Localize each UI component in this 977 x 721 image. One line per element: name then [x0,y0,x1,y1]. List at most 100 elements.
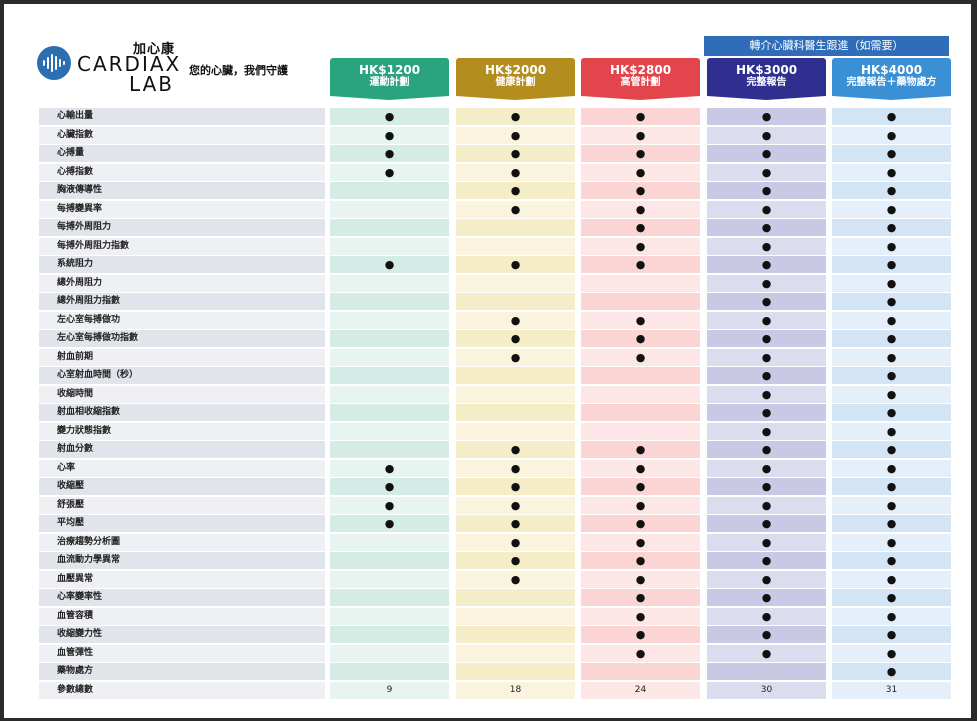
included-dot-icon: ● [707,589,826,606]
pricing-sheet: 加心康 CARDIAX LAB 您的心臟，我們守護 轉介心臟科醫生跟進（如需要）… [4,4,971,718]
included-dot-icon: ● [581,145,700,162]
included-dot-icon: ● [832,219,951,236]
table-row: 左心室每搏做功指數 ● ● ● ● [39,330,951,347]
empty-cell [330,626,449,643]
parameter-label: 每搏變異率 [39,200,325,218]
included-dot-icon: ● [707,644,826,662]
included-dot-icon: ● [456,145,575,162]
empty-cell [330,570,449,588]
included-dot-icon: ● [581,589,700,606]
parameter-label: 總外周阻力 [39,274,325,292]
table-row: 每搏外周阻力指數 ● ● ● [39,237,951,255]
empty-cell [456,274,575,292]
included-dot-icon: ● [832,200,951,218]
parameter-label: 心輸出量 [39,108,325,125]
included-dot-icon: ● [832,145,951,162]
total-count: 18 [456,681,575,699]
included-dot-icon: ● [707,145,826,162]
included-dot-icon: ● [832,385,951,403]
included-dot-icon: ● [456,163,575,181]
total-count: 31 [832,681,951,699]
included-dot-icon: ● [832,515,951,532]
heartbeat-wave-icon [37,46,71,80]
included-dot-icon: ● [581,348,700,366]
parameter-label: 參數總數 [39,681,325,699]
included-dot-icon: ● [456,126,575,144]
parameter-label: 左心室每搏做功指數 [39,330,325,347]
parameter-label: 心率變率性 [39,589,325,606]
parameter-label: 收縮時間 [39,385,325,403]
included-dot-icon: ● [707,478,826,495]
included-dot-icon: ● [581,552,700,569]
included-dot-icon: ● [330,515,449,532]
parameter-label: 射血分數 [39,441,325,458]
included-dot-icon: ● [456,570,575,588]
empty-cell [581,367,700,384]
cardiax-lab-logo: 加心康 CARDIAX LAB [37,38,179,98]
included-dot-icon: ● [707,515,826,532]
included-dot-icon: ● [832,496,951,514]
included-dot-icon: ● [581,126,700,144]
table-row: 總外周阻力指數 ● ● [39,293,951,310]
included-dot-icon: ● [832,330,951,347]
parameter-label: 血壓異常 [39,570,325,588]
empty-cell [456,237,575,255]
included-dot-icon: ● [581,644,700,662]
empty-cell [581,385,700,403]
included-dot-icon: ● [707,330,826,347]
included-dot-icon: ● [456,108,575,125]
empty-cell [456,663,575,680]
empty-cell [330,200,449,218]
empty-cell [330,404,449,421]
included-dot-icon: ● [707,459,826,477]
included-dot-icon: ● [330,496,449,514]
included-dot-icon: ● [707,367,826,384]
included-dot-icon: ● [707,256,826,273]
included-dot-icon: ● [330,108,449,125]
included-dot-icon: ● [707,570,826,588]
parameter-label: 每搏外周阻力 [39,219,325,236]
plan-header: HK$3000 完整報告 [707,58,826,100]
brand-name-chinese: 加心康 [133,42,176,57]
empty-cell [330,644,449,662]
table-row: 收縮時間 ● ● [39,385,951,403]
empty-cell [456,404,575,421]
included-dot-icon: ● [832,441,951,458]
empty-cell [581,404,700,421]
included-dot-icon: ● [581,515,700,532]
parameter-label: 心搏量 [39,145,325,162]
included-dot-icon: ● [707,126,826,144]
empty-cell [456,644,575,662]
included-dot-icon: ● [581,182,700,199]
included-dot-icon: ● [707,237,826,255]
plan-price: HK$4000 [860,63,923,77]
total-count: 24 [581,681,700,699]
parameter-label: 藥物處方 [39,663,325,680]
included-dot-icon: ● [832,607,951,625]
empty-cell [330,237,449,255]
table-row: 心率變率性 ● ● ● [39,589,951,606]
included-dot-icon: ● [330,145,449,162]
empty-cell [581,274,700,292]
plan-name: 高管計劃 [620,77,661,88]
included-dot-icon: ● [581,237,700,255]
included-dot-icon: ● [581,256,700,273]
included-dot-icon: ● [581,496,700,514]
included-dot-icon: ● [832,126,951,144]
plan-header: HK$2000 健康計劃 [456,58,575,100]
included-dot-icon: ● [456,496,575,514]
plan-name: 健康計劃 [495,77,536,88]
referral-banner: 轉介心臟科醫生跟進（如需要） [704,36,949,56]
table-row: 心輸出量 ● ● ● ● ● [39,108,951,125]
table-row: 射血分數 ● ● ● ● [39,441,951,458]
included-dot-icon: ● [832,182,951,199]
empty-cell [456,626,575,643]
included-dot-icon: ● [581,478,700,495]
parameter-label: 總外周阻力指數 [39,293,325,310]
included-dot-icon: ● [581,570,700,588]
table-row: 平均壓 ● ● ● ● ● [39,515,951,532]
included-dot-icon: ● [707,441,826,458]
empty-cell [456,219,575,236]
parameter-label: 射血相收縮指數 [39,404,325,421]
included-dot-icon: ● [832,293,951,310]
